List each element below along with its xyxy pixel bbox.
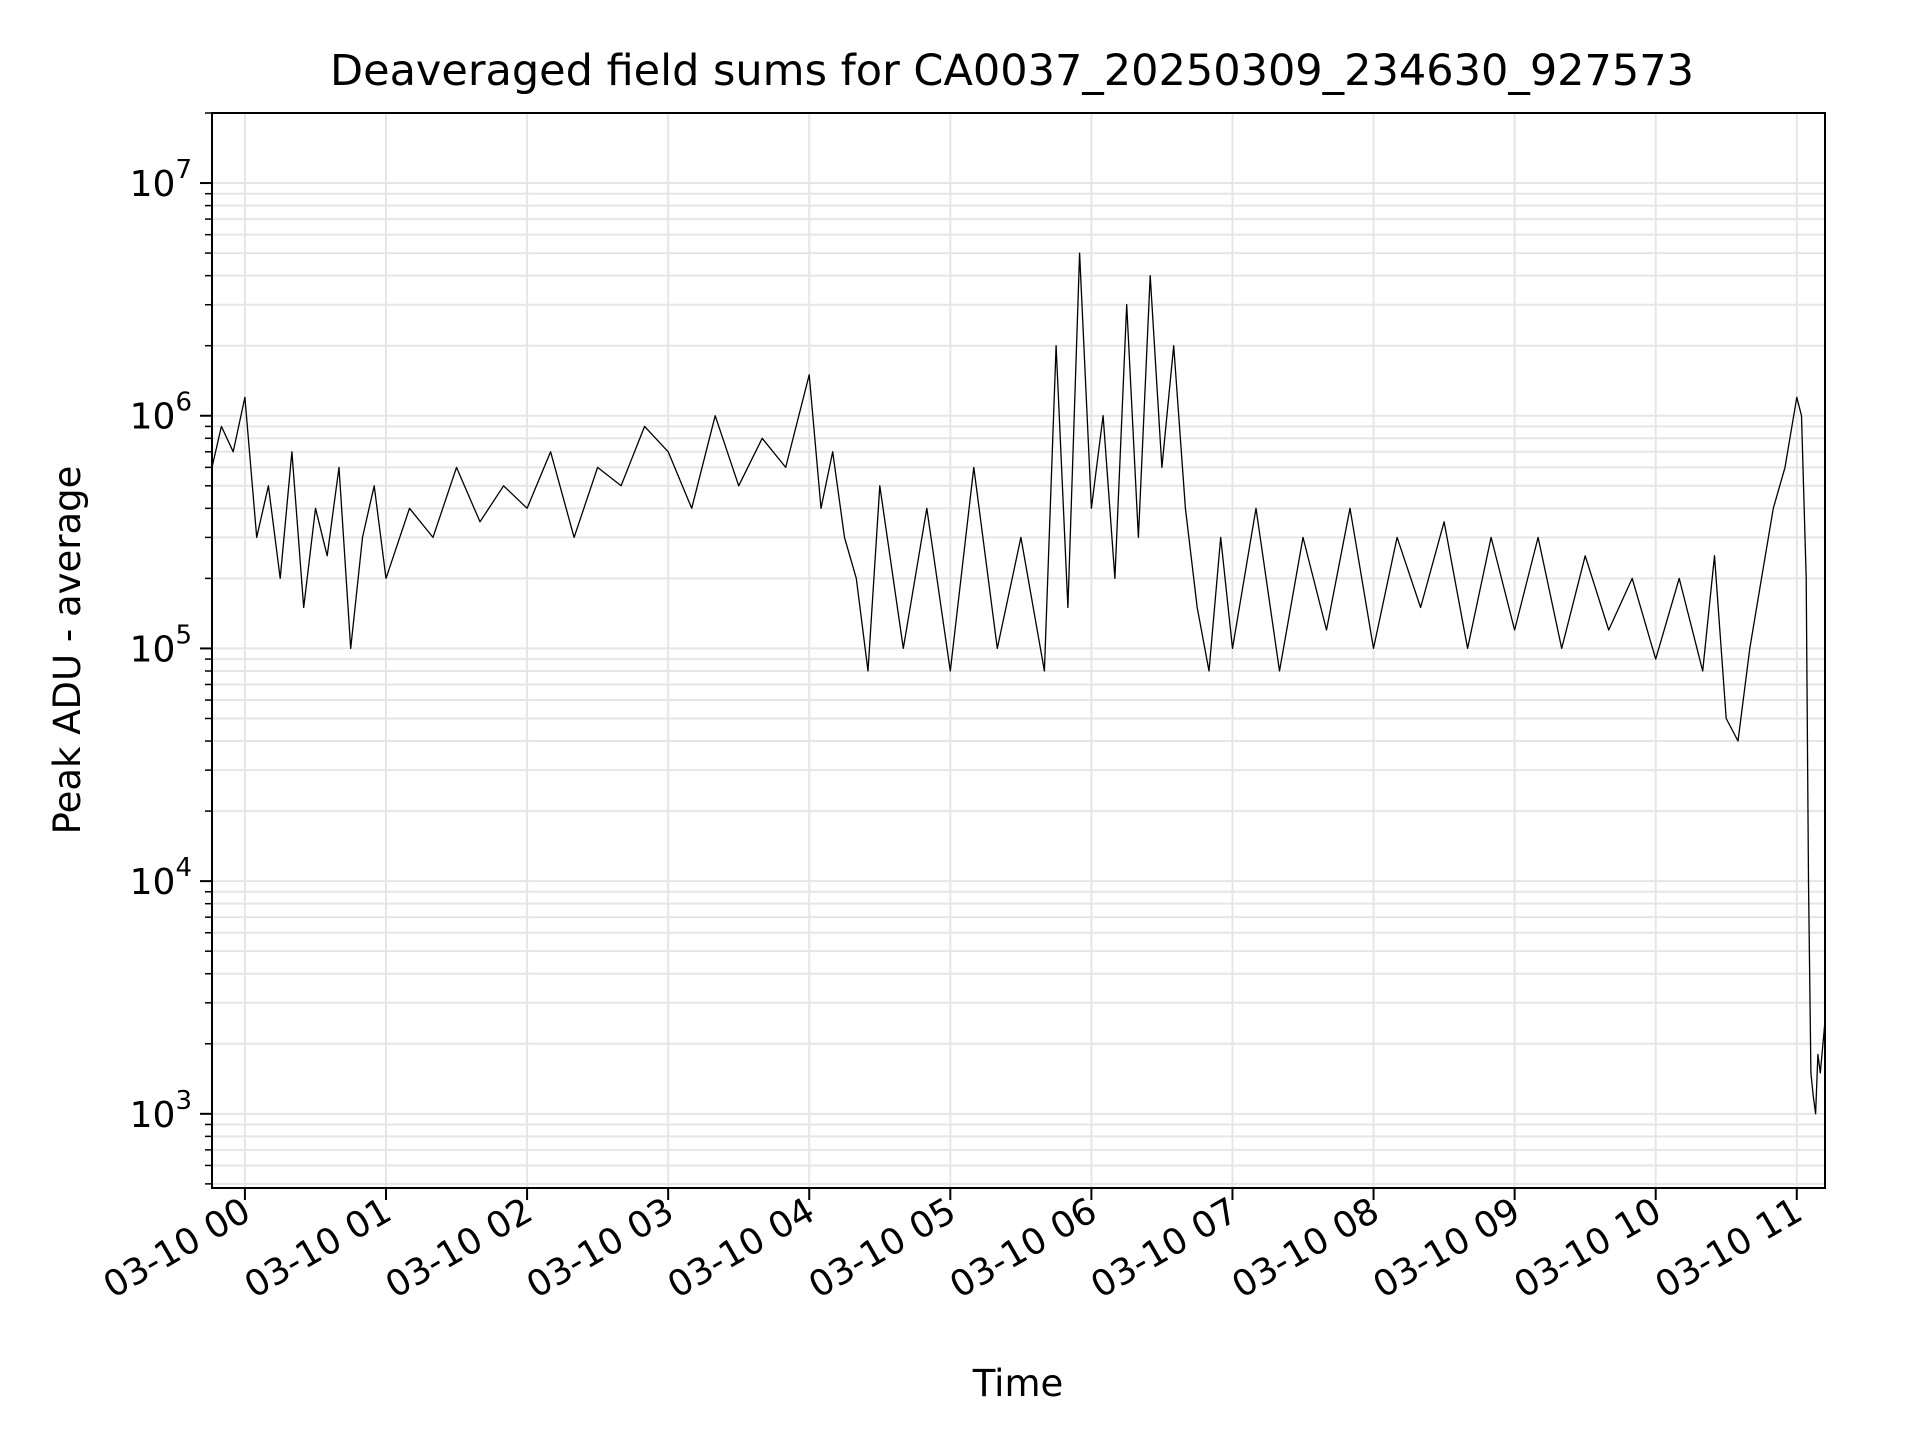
x-tick-label: 03-10 10 — [1508, 1190, 1669, 1306]
y-tick-label: 106 — [130, 388, 192, 438]
series-line — [211, 252, 1826, 1115]
chart-title: Deaveraged field sums for CA0037_2025030… — [330, 46, 1694, 96]
x-tick-label: 03-10 00 — [97, 1190, 258, 1306]
y-tick-label: 103 — [130, 1086, 192, 1136]
plot-frame — [211, 112, 1826, 1189]
x-tick-label: 03-10 02 — [379, 1190, 540, 1306]
x-tick-label: 03-10 04 — [661, 1190, 822, 1306]
x-tick-label: 03-10 07 — [1084, 1190, 1245, 1306]
x-tick-label: 03-10 11 — [1649, 1190, 1810, 1306]
x-tick-label: 03-10 03 — [520, 1190, 681, 1306]
y-axis-label: Peak ADU - average — [46, 466, 89, 835]
x-axis-label: Time — [972, 1362, 1064, 1405]
y-tick-label: 105 — [130, 620, 192, 670]
y-tick-label: 104 — [130, 853, 192, 903]
x-tick-label: 03-10 09 — [1366, 1190, 1527, 1306]
x-tick-label: 03-10 08 — [1225, 1190, 1386, 1306]
x-tick-label: 03-10 01 — [238, 1190, 399, 1306]
x-tick-label: 03-10 06 — [943, 1190, 1104, 1306]
x-tick-label: 03-10 05 — [802, 1190, 963, 1306]
y-axis: 103 104 105 106 107 — [130, 112, 212, 1185]
grid — [212, 112, 1825, 1188]
y-tick-label: 107 — [130, 155, 192, 205]
